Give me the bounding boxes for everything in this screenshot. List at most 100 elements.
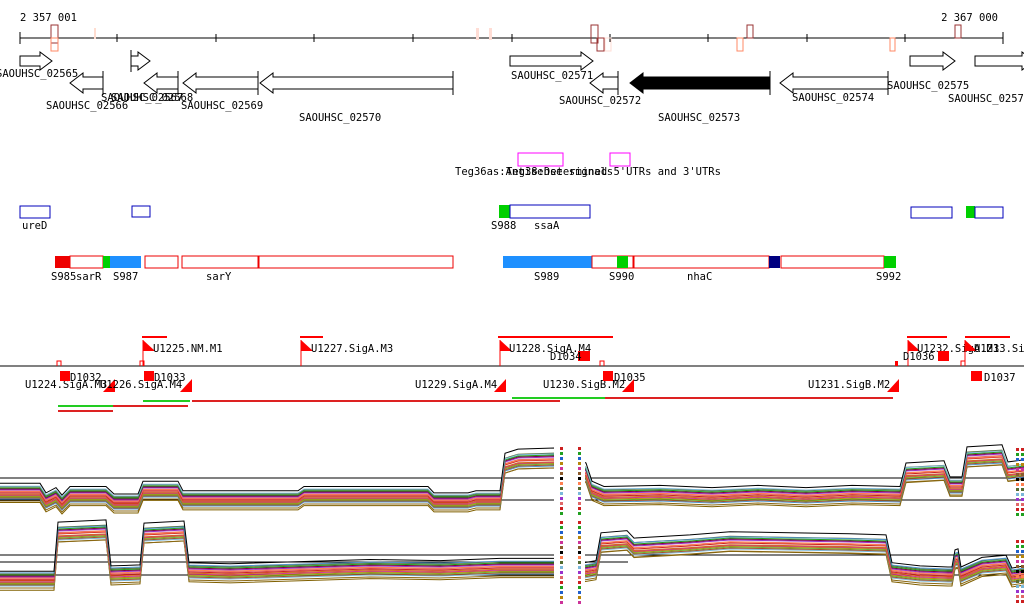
trace-gap-dash xyxy=(1021,478,1024,481)
gene-label: SAOUHSC_02571 xyxy=(511,70,593,82)
down-flag-icon[interactable] xyxy=(180,379,192,392)
d-marker-box[interactable] xyxy=(578,351,590,361)
srna-feature-box[interactable] xyxy=(258,255,454,269)
trace-gap-dash xyxy=(578,581,581,584)
d-marker-box[interactable] xyxy=(603,371,613,381)
signal-start-box[interactable] xyxy=(966,206,975,218)
down-flag-label: U1226.SigA.M4 xyxy=(100,379,182,391)
hook-mark xyxy=(56,360,62,366)
srna-feature-box[interactable] xyxy=(55,256,70,268)
srna-feature-box[interactable] xyxy=(181,255,259,269)
trace-gap-dash xyxy=(1021,575,1024,578)
gene-outline-box[interactable] xyxy=(910,206,953,219)
srna-feature-box[interactable] xyxy=(103,256,110,268)
trace-gap-dash xyxy=(1016,555,1019,558)
gene-arrow-SAOUHSC_02568[interactable] xyxy=(143,71,179,95)
d-marker-label: D1032 xyxy=(70,372,102,384)
gene-arrow-SAOUHSC_02569[interactable] xyxy=(182,71,259,95)
ruler-variant-mark[interactable] xyxy=(889,37,896,52)
down-flag-icon[interactable] xyxy=(103,379,115,392)
feature-label: ureD xyxy=(22,220,47,232)
ruler-variant-mark[interactable] xyxy=(736,37,744,52)
trace-line xyxy=(0,535,1024,585)
up-flag-icon[interactable] xyxy=(143,340,155,351)
ruler-variant-mark[interactable] xyxy=(746,24,754,39)
gene-outline-box[interactable] xyxy=(509,204,591,219)
trace-gap-dash xyxy=(1016,458,1019,461)
trace-gap-dash xyxy=(1016,478,1019,481)
gene-arrow-SAOUHSC_02570[interactable] xyxy=(259,71,454,95)
srna-feature-box[interactable] xyxy=(503,256,592,268)
srna-feature-box[interactable] xyxy=(633,255,770,269)
trace-gap-dash xyxy=(578,596,581,599)
d-marker-label: D1033 xyxy=(154,372,186,384)
trace-gap-dash xyxy=(560,571,563,574)
gene-arrow-SAOUHSC_02576[interactable] xyxy=(974,51,1024,71)
d-marker-box[interactable] xyxy=(971,371,982,381)
down-flag-icon[interactable] xyxy=(494,379,506,392)
srna-feature-box[interactable] xyxy=(69,255,104,269)
srna-feature-label: S992 xyxy=(876,271,901,283)
trace-gap-dash xyxy=(578,591,581,594)
gene-arrow-SAOUHSC_02572[interactable] xyxy=(589,71,619,95)
d-marker-box[interactable] xyxy=(144,371,154,381)
gene-outline-box[interactable] xyxy=(131,205,151,218)
srna-feature-label: nhaC xyxy=(687,271,712,283)
up-flag-label: U1225.NM.M1 xyxy=(153,343,223,355)
ruler-variant-mark[interactable] xyxy=(94,28,96,39)
ruler-right-coordinate: 2 367 000 xyxy=(941,12,998,24)
srna-feature-box[interactable] xyxy=(110,256,141,268)
srna-feature-box[interactable] xyxy=(884,256,896,268)
gene-arrow-SAOUHSC_02567[interactable] xyxy=(130,51,151,71)
ruler-variant-mark[interactable] xyxy=(954,24,962,39)
d-marker-box[interactable] xyxy=(60,371,70,381)
trace-gap-dash xyxy=(1021,508,1024,511)
trace-gap-dash xyxy=(1016,488,1019,491)
srna-feature-box[interactable] xyxy=(617,256,628,268)
d-marker-box[interactable] xyxy=(938,351,949,361)
srna-feature-box[interactable] xyxy=(769,256,780,268)
trace-gap-dash xyxy=(560,561,563,564)
ruler-variant-mark[interactable] xyxy=(596,37,605,52)
trace-gap-dash xyxy=(578,492,581,495)
down-flag-icon[interactable] xyxy=(887,379,899,392)
ruler-variant-mark[interactable] xyxy=(590,24,599,44)
trace-gap-dash xyxy=(560,541,563,544)
feature-label: ssaA xyxy=(534,220,560,232)
ruler-variant-mark[interactable] xyxy=(604,37,612,52)
trace-gap-dash xyxy=(578,546,581,549)
trace-gap-dash xyxy=(1021,513,1024,516)
up-flag-label: U1232.SigA.M1 xyxy=(917,343,999,355)
gene-arrow-SAOUHSC_02571[interactable] xyxy=(509,51,594,71)
trace-gap-dash xyxy=(1021,448,1024,451)
utr-feature-box[interactable] xyxy=(517,152,564,167)
trace-gap-dash xyxy=(578,477,581,480)
utr-feature-box[interactable] xyxy=(609,152,631,167)
up-flag-icon[interactable] xyxy=(301,340,313,351)
gene-arrow-SAOUHSC_02566[interactable] xyxy=(69,71,104,95)
srna-feature-box[interactable] xyxy=(780,255,885,269)
trace-gap-dash xyxy=(578,601,581,604)
trace-gap-dash xyxy=(560,531,563,534)
gene-arrow-SAOUHSC_02574[interactable] xyxy=(779,71,889,95)
trace-gap-dash xyxy=(1021,595,1024,598)
ruler-variant-mark[interactable] xyxy=(50,37,59,52)
signal-start-box[interactable] xyxy=(499,205,510,218)
trace-gap-dash xyxy=(1016,448,1019,451)
gene-label: SAOUHSC_02574 xyxy=(792,92,874,104)
up-flag-icon[interactable] xyxy=(908,340,920,351)
gene-arrow-SAOUHSC_02573[interactable] xyxy=(629,71,771,95)
up-flag-icon[interactable] xyxy=(965,340,977,351)
ruler-variant-mark[interactable] xyxy=(50,24,59,44)
gene-outline-box[interactable] xyxy=(19,205,51,219)
down-flag-icon[interactable] xyxy=(622,379,634,392)
ruler-variant-mark[interactable] xyxy=(476,28,479,40)
trace-gap-dash xyxy=(1016,483,1019,486)
gene-arrow-SAOUHSC_02565[interactable] xyxy=(19,51,53,71)
gene-outline-box[interactable] xyxy=(974,206,1004,219)
ruler-variant-mark[interactable] xyxy=(489,28,492,40)
trace-gap-dash xyxy=(578,566,581,569)
srna-feature-box[interactable] xyxy=(144,255,179,269)
up-flag-icon[interactable] xyxy=(500,340,512,351)
gene-arrow-SAOUHSC_02575[interactable] xyxy=(909,51,956,71)
